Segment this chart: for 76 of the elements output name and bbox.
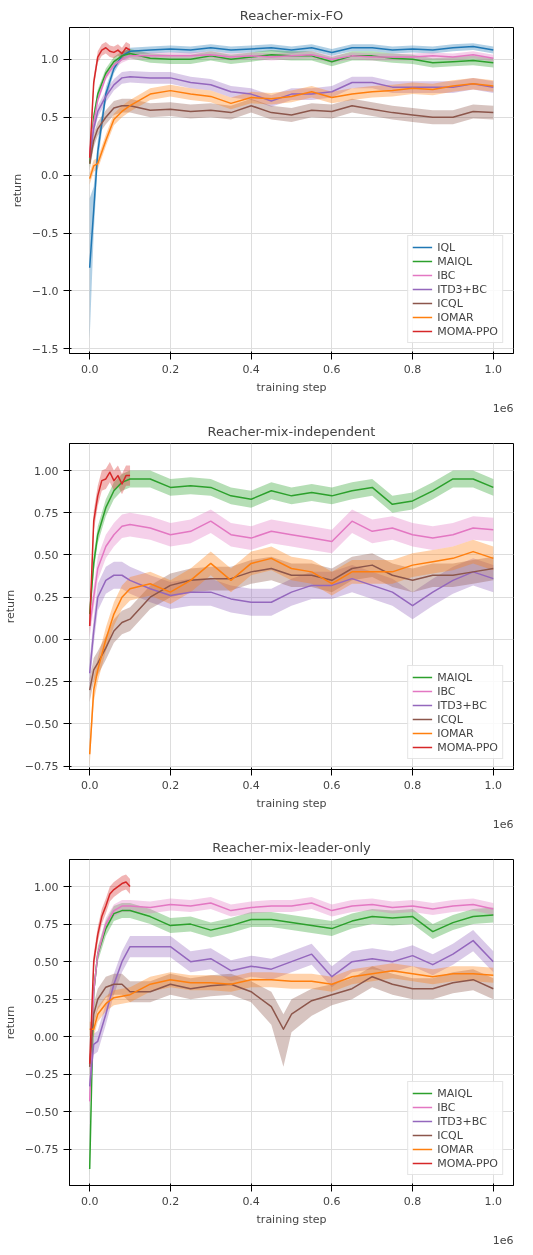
legend-label: ICQL xyxy=(437,712,463,726)
legend-label: IBC xyxy=(437,268,457,282)
y-tick-label: −1.5 xyxy=(31,342,59,356)
legend-label: ICQL xyxy=(437,1128,463,1142)
y-tick-label: 1.00 xyxy=(34,880,59,894)
x-tick-label: 0.0 xyxy=(80,362,99,376)
y-tick-label: 0.00 xyxy=(34,633,59,647)
x-tick-label: 0.8 xyxy=(403,1194,422,1208)
legend-label: MAIQL xyxy=(437,1086,473,1100)
x-axis-title: training step xyxy=(256,380,327,394)
x-tick-label: 0.2 xyxy=(161,778,180,792)
y-tick-label: 0.75 xyxy=(34,918,59,932)
line-series xyxy=(88,45,495,269)
line-series xyxy=(88,520,495,627)
legend-label: MOMA-PPO xyxy=(437,324,498,338)
x-tick-label: 0.2 xyxy=(161,1194,180,1208)
y-tick-label: −0.25 xyxy=(24,675,59,689)
legend-label: IBC xyxy=(437,1100,457,1114)
x-tick-label: 0.4 xyxy=(242,1194,260,1208)
legend-label: ICQL xyxy=(437,296,463,310)
y-tick-label: 0.00 xyxy=(34,1030,59,1044)
y-tick-label: −1.0 xyxy=(31,284,59,298)
y-tick-label: 0.25 xyxy=(34,993,59,1007)
legend-label: IOMAR xyxy=(437,310,474,324)
x-tick-label: 0.0 xyxy=(80,1194,99,1208)
y-tick-label: 1.0 xyxy=(41,53,59,67)
legend-label: ITD3+BC xyxy=(437,1114,487,1128)
chart-title: Reacher-mix-FO xyxy=(239,7,344,23)
y-tick-label: −0.5 xyxy=(31,227,59,241)
y-tick-label: 0.50 xyxy=(34,955,59,969)
legend-label: IOMAR xyxy=(437,1142,474,1156)
line-series xyxy=(88,571,495,674)
chart-title: Reacher-mix-leader-only xyxy=(212,839,372,855)
legend-label: MOMA-PPO xyxy=(437,740,498,754)
x-axis-title: training step xyxy=(256,1212,327,1226)
y-axis-title: return xyxy=(3,589,17,624)
legend-label: IOMAR xyxy=(437,726,474,740)
legend-label: IQL xyxy=(437,240,457,254)
y-tick-label: 0.50 xyxy=(34,548,59,562)
x-tick-label: 0.6 xyxy=(323,362,341,376)
y-tick-label: 1.00 xyxy=(34,464,59,478)
text: 1e6 xyxy=(492,1233,514,1247)
y-tick-label: 0.0 xyxy=(41,169,59,183)
y-tick-label: 0.5 xyxy=(41,111,59,125)
x-tick-label: 0.8 xyxy=(403,778,422,792)
x-tick-label: 1.0 xyxy=(484,1194,503,1208)
legend-label: ITD3+BC xyxy=(437,698,487,712)
y-tick-label: −0.50 xyxy=(24,1105,59,1119)
x-tick-label: 0.6 xyxy=(323,778,341,792)
y-tick-label: −0.75 xyxy=(24,1143,59,1157)
line-series xyxy=(88,975,495,1068)
x-tick-label: 0.0 xyxy=(80,778,99,792)
x-tick-label: 1.0 xyxy=(484,362,503,376)
legend-label: MOMA-PPO xyxy=(437,1156,498,1170)
y-tick-label: −0.25 xyxy=(24,1068,59,1082)
x-tick-label: 0.4 xyxy=(242,362,260,376)
x-tick-label: 0.6 xyxy=(323,1194,341,1208)
y-tick-label: 0.75 xyxy=(34,506,59,520)
legend-label: MAIQL xyxy=(437,254,473,268)
y-tick-label: −0.75 xyxy=(24,760,59,774)
y-tick-label: 0.25 xyxy=(34,591,59,605)
x-tick-label: 1.0 xyxy=(484,778,503,792)
x-tick-label: 0.8 xyxy=(403,362,422,376)
text: 1e6 xyxy=(492,817,514,831)
chart-title: Reacher-mix-independent xyxy=(207,423,376,439)
y-axis-title: return xyxy=(3,1005,17,1040)
text: 1e6 xyxy=(492,401,514,415)
x-tick-label: 0.2 xyxy=(161,362,180,376)
x-tick-label: 0.4 xyxy=(242,778,260,792)
legend-label: IBC xyxy=(437,684,457,698)
y-tick-label: −0.50 xyxy=(24,717,59,731)
x-axis-title: training step xyxy=(256,796,327,810)
line-series xyxy=(88,104,495,165)
legend-label: MAIQL xyxy=(437,670,473,684)
y-axis-title: return xyxy=(10,173,24,208)
legend-label: ITD3+BC xyxy=(437,282,487,296)
